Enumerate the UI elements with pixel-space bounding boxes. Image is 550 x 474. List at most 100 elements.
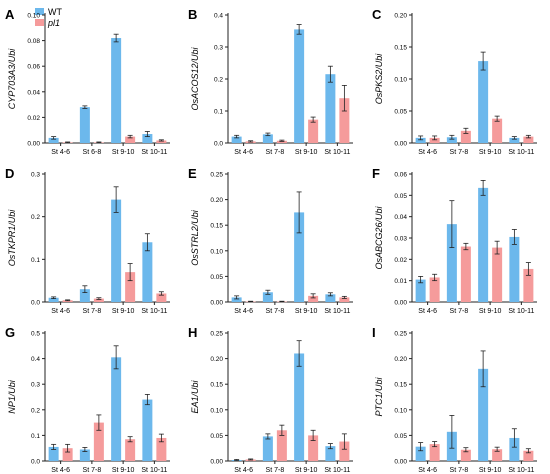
bar-wt: [294, 212, 305, 302]
x-tick-label: St 10-11: [324, 467, 350, 474]
y-tick-label: 0.03: [394, 236, 407, 243]
bar-pl1: [308, 435, 319, 461]
panel-i: I PTC1/Ubi 0.00 0.05 0.10 0.15 0.20 0.25 St 4-6 S…: [372, 325, 537, 474]
x-tick-label: St 4-6: [418, 149, 437, 156]
bar-wt: [446, 224, 457, 302]
x-tick-label: St 10-11: [141, 149, 167, 156]
bar-pl1: [429, 137, 440, 143]
x-tick-label: St 7-8: [450, 467, 469, 474]
y-tick-label: 0.00: [394, 141, 407, 148]
y-tick-label: 0.2: [31, 214, 40, 221]
panel-letter: A: [5, 7, 15, 22]
bar-wt: [478, 61, 489, 143]
bar-pl1: [156, 140, 167, 143]
x-tick-label: St 7-8: [83, 308, 102, 315]
x-tick-label: St 10-11: [141, 467, 167, 474]
bar-wt: [478, 368, 489, 461]
bar-wt: [48, 446, 59, 461]
y-tick-label: 0.15: [210, 223, 223, 230]
bar-pl1: [523, 450, 534, 461]
bar-wt: [111, 199, 122, 302]
y-axis-label: EA1/Ubi: [190, 379, 200, 413]
y-tick-label: 0.04: [27, 89, 40, 96]
x-tick-label: St 4-6: [51, 308, 70, 315]
panel-d: D OsTKPR1/Ubi 0.0 0.1 0.2 0.3 St 4-6 St 7-8 St 9…: [5, 166, 170, 315]
panel-f: F OsABCG26/Ubi 0.00 0.01 0.02 0.03 0.04 0.05 0.0…: [372, 166, 537, 315]
bar-wt: [262, 292, 273, 302]
legend-label-pl1: pl1: [47, 18, 60, 28]
y-tick-label: 0.00: [394, 459, 407, 466]
bar-pl1: [460, 246, 471, 302]
panel-letter: C: [372, 7, 382, 22]
bar-wt: [231, 297, 242, 302]
y-tick-label: 0.00: [394, 300, 407, 307]
bar-wt: [325, 74, 336, 143]
bar-wt: [48, 297, 59, 302]
y-tick-label: 0.05: [210, 433, 223, 440]
panel-g: G NP1/Ubi 0.0 0.1 0.2 0.3 0.4 0.5 St 4-6 St 7-8 St…: [5, 325, 170, 474]
y-tick-label: 0.20: [394, 13, 407, 20]
y-tick-label: 0.10: [210, 248, 223, 255]
bar-wt: [142, 399, 153, 461]
bar-pl1: [276, 140, 287, 143]
y-tick-label: 0.10: [394, 77, 407, 84]
bar-wt: [509, 137, 520, 143]
x-tick-label: St 9-10: [112, 467, 135, 474]
bar-pl1: [460, 130, 471, 143]
x-tick-label: St 7-8: [83, 467, 102, 474]
bar-wt: [446, 137, 457, 143]
bar-wt: [294, 353, 305, 461]
bar-pl1: [523, 136, 534, 143]
bar-pl1: [156, 437, 167, 461]
bar-pl1: [93, 298, 104, 302]
y-tick-label: 0.25: [210, 172, 223, 179]
x-tick-label: St 9-10: [112, 308, 135, 315]
y-tick-label: 0.08: [27, 38, 40, 45]
x-tick-label: St 10-11: [508, 149, 534, 156]
y-tick-label: 0.00: [210, 459, 223, 466]
y-axis-label: CYP703A3/Ubi: [7, 48, 17, 110]
panel-a: A CYP703A3/Ubi 0.00 0.02 0.04 0.06 0.08 0.10 St …: [5, 7, 170, 156]
panel-letter: F: [372, 166, 380, 181]
bar-pl1: [492, 118, 503, 143]
bar-wt: [262, 134, 273, 143]
y-tick-label: 0.0: [214, 141, 223, 148]
y-axis-label: OsACOS12/Ubi: [190, 46, 200, 110]
x-tick-label: St 7-8: [266, 467, 285, 474]
bar-wt: [325, 294, 336, 302]
y-tick-label: 0.1: [214, 109, 223, 116]
x-tick-label: St 4-6: [418, 467, 437, 474]
bar-pl1: [339, 441, 350, 461]
bar-wt: [79, 449, 90, 461]
y-axis-label: OsSTRL2/Ubi: [190, 209, 200, 266]
legend-swatch-wt: [35, 8, 44, 15]
y-tick-label: 0.15: [394, 382, 407, 389]
y-tick-label: 0.01: [394, 278, 407, 285]
bar-wt: [415, 446, 426, 461]
y-tick-label: 0.2: [214, 77, 223, 84]
y-tick-label: 0.3: [31, 172, 40, 179]
x-tick-label: St 4-6: [234, 308, 253, 315]
x-tick-label: St 9-10: [112, 149, 135, 156]
bar-wt: [262, 436, 273, 461]
y-tick-label: 0.05: [210, 274, 223, 281]
panel-letter: B: [188, 7, 197, 22]
x-tick-label: St 10-11: [508, 467, 534, 474]
x-tick-label: St 4-6: [51, 467, 70, 474]
bar-pl1: [492, 449, 503, 461]
y-tick-label: 0.25: [394, 331, 407, 338]
x-tick-label: St 6-8: [83, 149, 102, 156]
y-tick-label: 0.15: [210, 382, 223, 389]
y-tick-label: 0.06: [27, 64, 40, 71]
bar-wt: [415, 279, 426, 302]
bar-wt: [231, 136, 242, 143]
x-tick-label: St 9-10: [479, 308, 502, 315]
bar-pl1: [125, 136, 136, 143]
bar-pl1: [156, 293, 167, 302]
y-tick-label: 0.10: [210, 407, 223, 414]
y-tick-label: 0.05: [394, 433, 407, 440]
bar-pl1: [492, 247, 503, 302]
y-axis-label: OsABCG26/Ubi: [374, 205, 384, 269]
x-tick-label: St 9-10: [295, 308, 318, 315]
